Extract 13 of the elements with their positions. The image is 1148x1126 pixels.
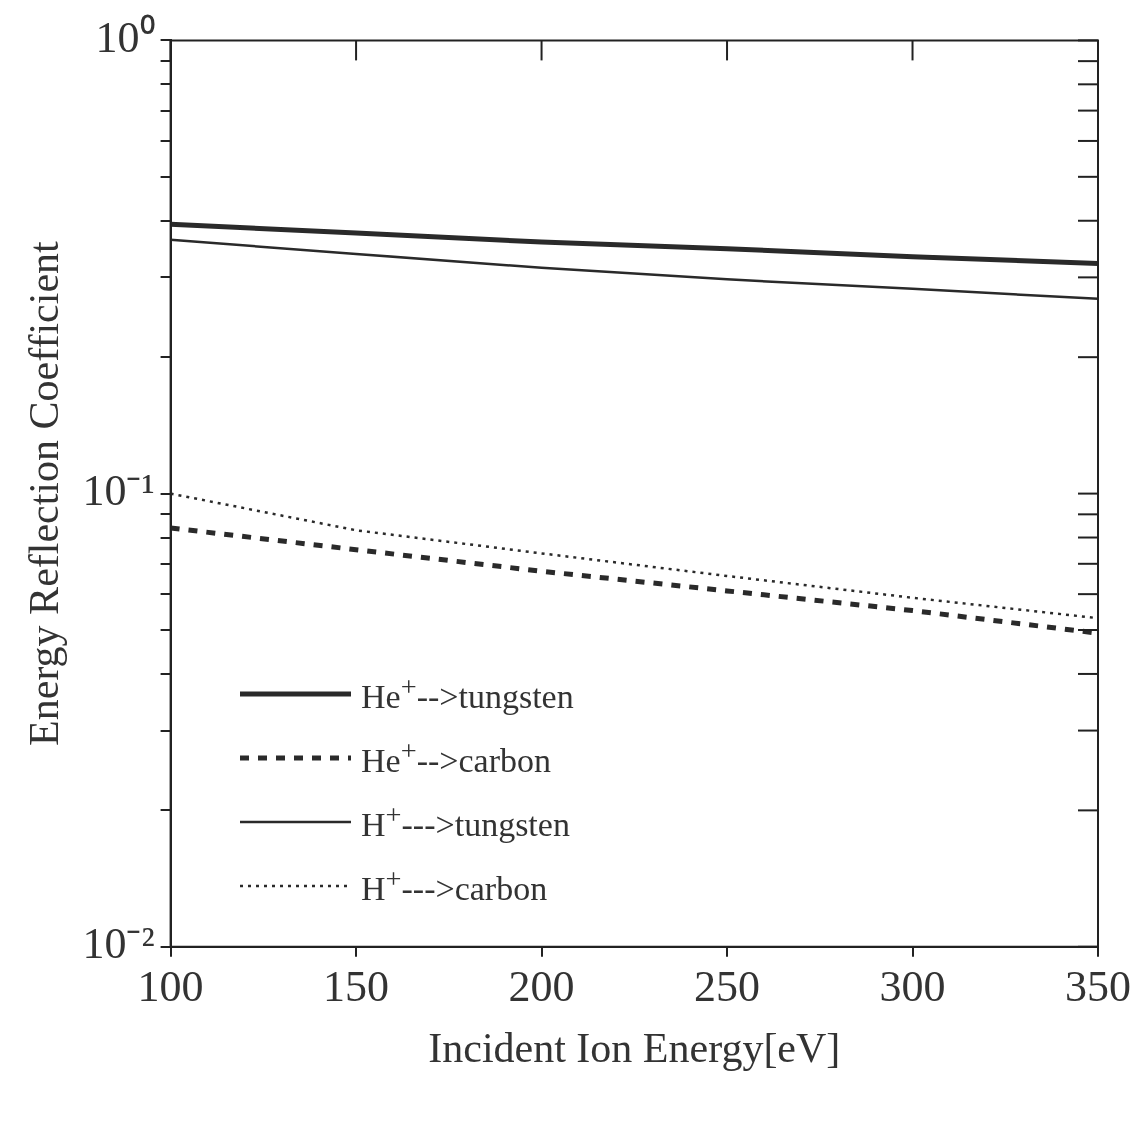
legend-label: H$^{+}$--->carbon — [361, 863, 548, 909]
legend-label: He$^{+}$-->tungsten — [361, 671, 574, 717]
y-tick-label: 10⁰ — [95, 12, 155, 62]
x-tick-label: 200 — [508, 961, 575, 1011]
legend-label: He$^{+}$-->carbon — [361, 735, 551, 781]
legend-label: H$^{+}$--->tungsten — [361, 799, 570, 845]
y-tick-label: 10⁻¹ — [82, 466, 155, 516]
x-tick-label: 300 — [879, 961, 946, 1011]
y-axis-title: Energy Reflection Coefficient — [21, 240, 68, 746]
x-tick-label: 150 — [323, 961, 390, 1011]
x-tick-label: 250 — [694, 961, 761, 1011]
x-tick-label: 350 — [1065, 961, 1131, 1011]
x-axis-title: Incident Ion Energy[eV] — [428, 1024, 841, 1071]
